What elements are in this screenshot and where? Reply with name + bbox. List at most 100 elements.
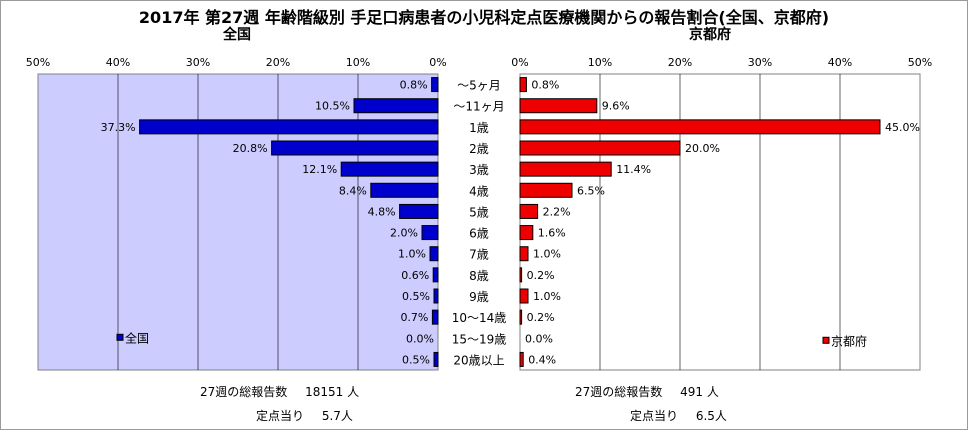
national-bar [433, 351, 439, 367]
category-label: 2歳 [469, 142, 489, 156]
category-label: 10〜14歳 [452, 311, 507, 325]
national-bar [370, 182, 439, 198]
kyoto-bar-value-label: 0.4% [528, 353, 556, 366]
kyoto-bar-value-label: 1.0% [533, 290, 561, 303]
kyoto-bar-value-label: 2.2% [543, 205, 571, 218]
kyoto-bar [519, 225, 534, 241]
kyoto-x-tick-label: 10% [588, 56, 612, 69]
kyoto-plot-area [519, 73, 921, 371]
kyoto-bar [519, 119, 881, 135]
category-label: 1歳 [469, 121, 489, 135]
kyoto-bar-value-label: 1.0% [533, 248, 561, 261]
national-bar-value-label: 0.7% [400, 311, 428, 324]
kyoto-bar-value-label: 0.2% [527, 311, 555, 324]
national-per-site-label: 定点当り [256, 409, 305, 423]
national-bar [421, 225, 439, 241]
national-bar-value-label: 1.0% [398, 248, 426, 261]
kyoto-bar-value-label: 20.0% [685, 142, 720, 155]
national-legend-label: 全国 [125, 330, 149, 345]
national-bar [433, 288, 439, 304]
national-total-label: 27週の総報告数 [200, 385, 288, 399]
kyoto-bar [519, 161, 612, 177]
national-bar-value-label: 37.3% [101, 121, 136, 134]
national-bar-value-label: 12.1% [302, 163, 337, 176]
category-label: 20歳以上 [453, 353, 504, 367]
kyoto-bar-value-label: 1.6% [538, 227, 566, 240]
national-bar-value-label: 0.6% [401, 269, 429, 282]
kyoto-bar-value-label: 0.2% [527, 269, 555, 282]
national-x-tick-label: 40% [106, 56, 130, 69]
kyoto-total: 27週の総報告数 491 人 [575, 383, 719, 400]
national-bar-value-label: 4.8% [368, 205, 396, 218]
kyoto-bar [519, 140, 681, 156]
kyoto-total-value: 491 人 [680, 385, 719, 399]
kyoto-bar [519, 351, 524, 367]
national-subtitle: 全国 [223, 27, 251, 43]
kyoto-per-site-label: 定点当り [630, 409, 679, 423]
category-label: 15〜19歳 [452, 332, 507, 346]
kyoto-per-site-value: 6.5人 [695, 409, 727, 423]
national-per-site: 定点当り 5.7人 [256, 407, 353, 424]
national-x-tick-label: 50% [26, 56, 50, 69]
national-bar-value-label: 0.5% [402, 353, 430, 366]
kyoto-bar-value-label: 0.8% [531, 79, 559, 92]
kyoto-bar [519, 98, 598, 114]
category-label: 3歳 [469, 163, 489, 177]
kyoto-bar-value-label: 6.5% [577, 184, 605, 197]
national-legend-swatch [116, 333, 124, 341]
national-x-tick-label: 30% [186, 56, 210, 69]
kyoto-bar [519, 267, 523, 283]
kyoto-bar-value-label: 11.4% [616, 163, 651, 176]
national-total-value: 18151 人 [305, 385, 360, 399]
national-bar-value-label: 0.0% [406, 332, 434, 345]
national-bar [271, 140, 439, 156]
kyoto-bar [519, 309, 523, 325]
national-bar [432, 267, 439, 283]
national-x-tick-label: 0% [429, 56, 446, 69]
kyoto-bar [519, 203, 539, 219]
kyoto-x-tick-label: 40% [828, 56, 852, 69]
national-bar [353, 98, 439, 114]
national-per-site-value: 5.7人 [321, 409, 353, 423]
national-x-tick-label: 20% [266, 56, 290, 69]
kyoto-bar-value-label: 9.6% [602, 100, 630, 113]
kyoto-x-tick-label: 30% [748, 56, 772, 69]
category-label: 9歳 [469, 290, 489, 304]
national-plot-area [37, 73, 439, 371]
national-bar [431, 309, 439, 325]
national-bar [399, 203, 439, 219]
category-label: 6歳 [469, 227, 489, 241]
national-bar-value-label: 0.5% [402, 290, 430, 303]
kyoto-total-label: 27週の総報告数 [575, 385, 663, 399]
kyoto-bar [519, 182, 573, 198]
national-bar-value-label: 8.4% [339, 184, 367, 197]
national-x-tick-label: 10% [346, 56, 370, 69]
kyoto-bar-value-label: 0.0% [525, 332, 553, 345]
kyoto-x-tick-label: 0% [511, 56, 528, 69]
kyoto-x-tick-label: 20% [668, 56, 692, 69]
national-bar-value-label: 0.8% [400, 79, 428, 92]
national-bar-value-label: 20.8% [233, 142, 268, 155]
kyoto-subtitle: 京都府 [689, 27, 731, 43]
kyoto-legend-label: 京都府 [831, 333, 867, 348]
national-bar [431, 77, 439, 93]
national-bar [340, 161, 439, 177]
kyoto-bar [519, 288, 529, 304]
kyoto-x-tick-label: 50% [908, 56, 932, 69]
category-label: 7歳 [469, 248, 489, 262]
category-label: 8歳 [469, 269, 489, 283]
kyoto-per-site: 定点当り 6.5人 [630, 407, 727, 424]
category-label: 4歳 [469, 184, 489, 198]
national-bar [429, 246, 439, 262]
category-label: 5歳 [469, 205, 489, 219]
kyoto-legend-swatch [822, 336, 830, 344]
kyoto-bar-value-label: 45.0% [885, 121, 920, 134]
kyoto-bar [519, 77, 527, 93]
category-label: 〜11ヶ月 [453, 100, 504, 114]
chart-title: 2017年 第27週 年齢階級別 手足口病患者の小児科定点医療機関からの報告割合… [138, 8, 830, 27]
national-total: 27週の総報告数 18151 人 [200, 383, 359, 400]
national-bar-value-label: 10.5% [315, 100, 350, 113]
national-bar [139, 119, 439, 135]
kyoto-bar [519, 246, 529, 262]
